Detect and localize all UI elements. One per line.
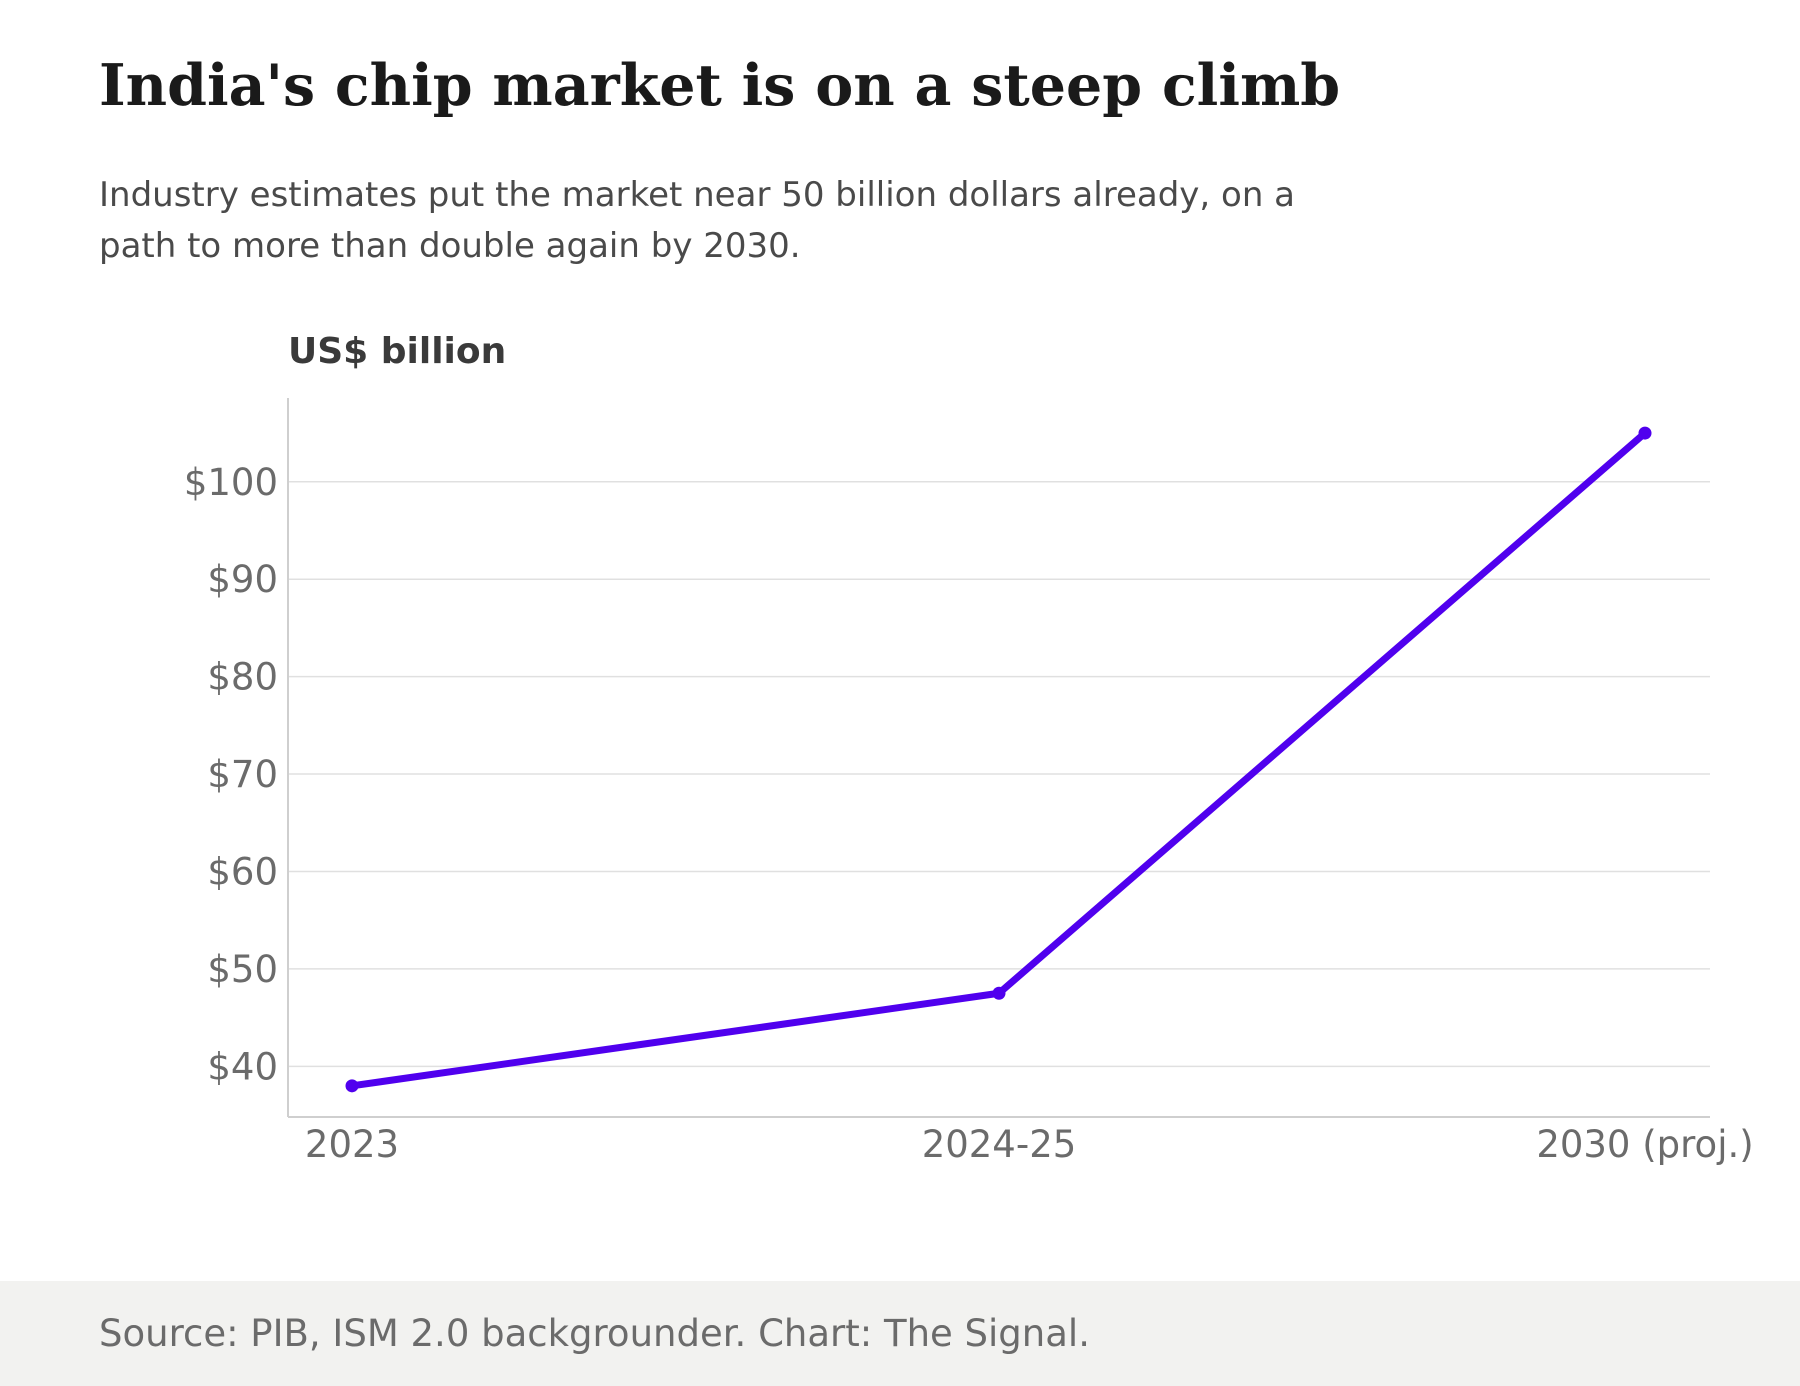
x-tick-label-0: 2023 — [305, 1123, 399, 1166]
x-tick-label-1: 2024-25 — [922, 1123, 1077, 1166]
y-tick-label-100: $100 — [184, 461, 278, 504]
x-tick-label-2: 2030 (proj.) — [1536, 1123, 1753, 1166]
data-point-1 — [992, 986, 1006, 1000]
y-tick-label-60: $60 — [207, 850, 278, 893]
line-chart: US$ billion $40$50$60$70$80$90$100 2023 2… — [184, 331, 1754, 1166]
axes — [287, 398, 1710, 1118]
y-axis-unit-label: US$ billion — [288, 331, 506, 372]
x-tick-labels: 2023 2024-25 2030 (proj.) — [305, 1123, 1754, 1166]
y-tick-label-40: $40 — [207, 1045, 278, 1088]
y-tick-labels: $40 $50 $60 $70 $80 $90 $100 — [184, 461, 278, 1089]
series-group — [345, 426, 1652, 1093]
footer: Source: PIB, ISM 2.0 backgrounder. Chart… — [0, 1281, 1800, 1386]
y-tick-label-90: $90 — [207, 558, 278, 601]
y-tick-label-80: $80 — [207, 656, 278, 699]
gridlines — [288, 481, 1710, 1068]
data-point-0 — [345, 1079, 359, 1093]
y-tick-label-50: $50 — [207, 948, 278, 991]
source-note: Source: PIB, ISM 2.0 backgrounder. Chart… — [99, 1312, 1090, 1355]
chart-title: India's chip market is on a steep climb — [99, 52, 1341, 119]
data-point-2 — [1638, 426, 1652, 440]
y-tick-label-70: $70 — [207, 753, 278, 796]
chart-subtitle: Industry estimates put the market near 5… — [99, 175, 1296, 266]
